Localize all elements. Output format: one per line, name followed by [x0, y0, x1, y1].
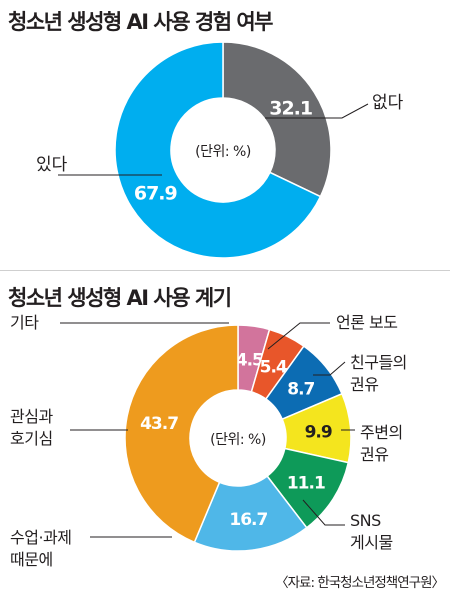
donut0-value-label: 32.1 — [269, 97, 312, 119]
donut1-category-label: 관심과 호기심 — [10, 407, 53, 448]
donut0-value-label: 67.9 — [134, 183, 177, 205]
donut1-category-label: 수업·과제 때문에 — [10, 528, 71, 569]
chart1-title: 청소년 생성형 AI 사용 경험 여부 — [8, 10, 273, 34]
donut0-unit-label: (단위: %) — [195, 144, 251, 160]
source-note: 〈자료: 한국청소년정책연구원〉 — [275, 575, 445, 591]
donut1-category-label: 친구들의 권유 — [350, 353, 407, 394]
donut1-leader-line — [267, 322, 330, 350]
donut1-value-label: 8.7 — [287, 380, 314, 400]
donut1-value-label: 11.1 — [287, 473, 325, 493]
donut1-leader-line — [313, 361, 346, 376]
donut0-category-label: 있다 — [36, 155, 68, 175]
donut1-value-label: 16.7 — [229, 510, 267, 530]
donut1-value-label: 43.7 — [140, 414, 178, 434]
chart2-title: 청소년 생성형 AI 사용 계기 — [8, 286, 232, 310]
donut1-unit-label: (단위: %) — [210, 432, 266, 448]
donut1-value-label: 4.5 — [236, 350, 263, 370]
donut1-leader-line — [302, 499, 345, 526]
donut0-slice — [222, 41, 332, 198]
donut1-category-label: SNS 게시물 — [350, 511, 393, 552]
donut1-slice — [124, 324, 239, 544]
donut1-category-label: 언론 보도 — [336, 313, 397, 332]
donut1-value-label: 9.9 — [305, 423, 332, 443]
donut1-category-label: 기타 — [10, 313, 39, 332]
donut1-value-label: 5.4 — [260, 358, 288, 378]
donut0-slice — [114, 41, 322, 259]
donut1-category-label: 주변의 권유 — [360, 423, 403, 464]
donut1-slice — [193, 475, 308, 552]
donut0-category-label: 없다 — [372, 93, 404, 113]
section-divider — [0, 270, 450, 271]
donut0-leader-line — [265, 103, 369, 119]
